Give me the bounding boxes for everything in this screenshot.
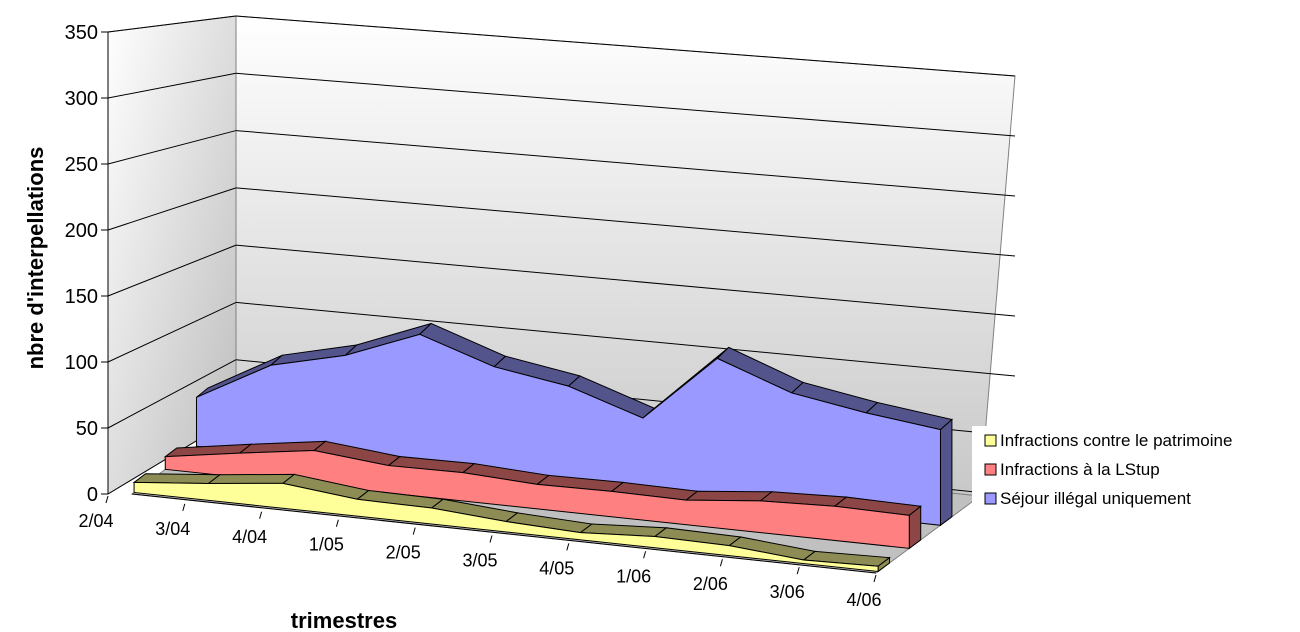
x-tick-mark	[412, 527, 416, 535]
gridline-side	[107, 72, 237, 99]
gridline-side	[107, 301, 237, 363]
x-tick-mark	[105, 495, 109, 504]
x-tick-mark	[643, 551, 647, 559]
series-layer	[132, 322, 953, 573]
legend-label: Infractions contre le patrimoine	[1000, 431, 1232, 450]
y-tick-label: 0	[87, 484, 98, 506]
y-tick-label: 150	[65, 286, 98, 308]
gridline-back	[235, 187, 1016, 257]
series-top-strip	[207, 473, 296, 485]
series-end-face	[939, 418, 953, 527]
x-tick-mark	[259, 511, 263, 519]
x-tick-label: 1/06	[616, 566, 651, 586]
gridline-back	[235, 72, 1016, 137]
y-tick-label: 100	[65, 352, 98, 374]
gridline-side	[107, 244, 237, 297]
x-tick-mark	[719, 559, 723, 567]
series-1	[163, 440, 922, 550]
y-tick-label: 200	[65, 220, 98, 242]
gridline-side	[107, 359, 237, 429]
gridline-back	[235, 15, 1016, 77]
x-axis-title: trimestres	[291, 608, 397, 632]
axes-layer: 0 50 100 150 200 250 300 350 2/04 3/04 4/04 1/05 2/0…	[65, 22, 882, 610]
gridline-side	[107, 15, 237, 33]
x-tick-label: 3/04	[155, 519, 190, 539]
x-tick-label: 4/05	[539, 558, 574, 578]
gridline-side	[107, 187, 237, 231]
series-2	[195, 322, 953, 527]
x-tick-label: 4/06	[846, 590, 881, 610]
x-tick-mark	[182, 503, 186, 512]
x-tick-mark	[489, 535, 493, 543]
series-area-face	[195, 333, 941, 526]
x-tick-mark	[335, 519, 339, 527]
x-tick-mark	[796, 566, 800, 575]
y-tick-label: 50	[76, 418, 98, 440]
x-tick-label: 2/05	[386, 543, 421, 563]
legend: Infractions contre le patrimoine Infracti…	[972, 426, 1296, 520]
gridline-back	[235, 130, 1016, 197]
x-tick-label: 1/05	[309, 535, 344, 555]
series-area-face	[164, 449, 910, 549]
x-tick-label: 3/06	[770, 582, 805, 602]
y-tick-label: 350	[65, 22, 98, 44]
gridline-back	[235, 301, 1016, 377]
y-tick-label: 300	[65, 88, 98, 110]
gridline-side	[107, 130, 237, 165]
legend-swatch	[984, 463, 997, 476]
legend-swatch	[984, 492, 997, 505]
series-top-strip	[132, 473, 222, 485]
legend-label: Infractions à la LStup	[1000, 460, 1160, 479]
x-tick-label: 2/04	[78, 511, 113, 531]
x-axis-line	[131, 493, 877, 574]
series-area-face	[133, 481, 879, 573]
x-tick-label: 2/06	[693, 574, 728, 594]
x-tick-label: 3/05	[462, 551, 497, 571]
legend-box	[972, 426, 1296, 520]
x-tick-mark	[566, 543, 570, 551]
y-axis-title: nbre d'interpellations	[23, 147, 48, 370]
x-tick-mark	[873, 574, 877, 583]
series-0	[132, 473, 891, 573]
legend-swatch	[984, 434, 997, 447]
x-tick-label: 4/04	[232, 527, 267, 547]
y-tick-label: 250	[65, 154, 98, 176]
series-top-strip	[684, 490, 774, 502]
gridline-back	[235, 244, 1016, 317]
legend-label: Séjour illégal uniquement	[1000, 489, 1191, 508]
